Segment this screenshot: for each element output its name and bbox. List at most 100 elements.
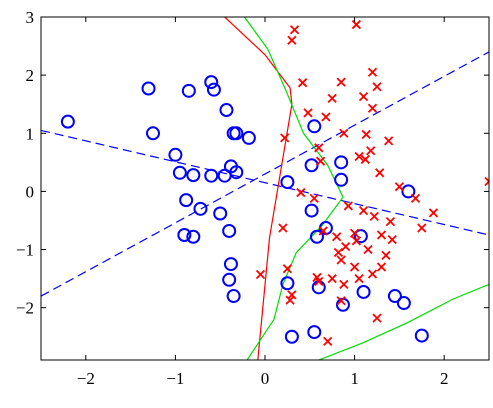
circle-point xyxy=(280,276,295,291)
x-point xyxy=(287,290,297,300)
y-tick-label: 1 xyxy=(26,124,35,143)
x-point xyxy=(351,236,362,246)
x-point xyxy=(255,269,266,280)
x-point xyxy=(349,228,360,238)
x-tick-label: 0 xyxy=(261,369,270,388)
circle-point xyxy=(222,223,237,238)
circle-point xyxy=(334,155,349,170)
x-point xyxy=(354,273,364,284)
circle-point xyxy=(222,272,237,287)
x-point xyxy=(372,82,382,92)
x-point xyxy=(280,133,290,143)
x-point xyxy=(296,187,306,198)
x-point xyxy=(394,182,405,192)
circle-point xyxy=(401,184,416,199)
y-tick-label: 0 xyxy=(26,182,35,201)
circle-point xyxy=(204,75,219,90)
decision-boundaries xyxy=(41,17,489,360)
circle-point xyxy=(177,228,192,243)
x-point xyxy=(341,241,351,252)
circle-point xyxy=(387,289,402,304)
plot-background xyxy=(41,17,489,360)
x-point xyxy=(327,273,337,284)
x-point xyxy=(369,211,379,222)
circle-point xyxy=(141,81,156,96)
x-point xyxy=(484,176,489,187)
x-point xyxy=(289,25,300,35)
circle-point xyxy=(304,203,319,218)
x-point xyxy=(366,146,376,156)
circle-point xyxy=(186,168,201,183)
x-point xyxy=(384,136,394,146)
circle-point xyxy=(284,329,299,344)
x-point xyxy=(343,201,353,211)
x-point xyxy=(367,269,378,279)
circle-point xyxy=(219,103,234,118)
x-point xyxy=(387,235,397,245)
x-point xyxy=(376,230,387,240)
x-point xyxy=(358,92,369,102)
boundary-curve-2 xyxy=(224,17,293,360)
x-point xyxy=(315,156,326,166)
circle-point xyxy=(60,114,75,129)
y-tick-label: −2 xyxy=(16,299,34,318)
x-point xyxy=(354,151,364,162)
axes: −2 −1 0 1 2 −2 −1 0 1 2 3 xyxy=(16,8,489,388)
circle-point xyxy=(241,130,256,145)
x-point xyxy=(381,250,391,260)
circle-point xyxy=(280,175,295,190)
circle-point xyxy=(204,168,219,183)
x-point xyxy=(333,247,344,258)
x-point xyxy=(327,93,337,104)
y-tick-label: 2 xyxy=(26,66,35,85)
x-point xyxy=(367,67,378,77)
circle-point xyxy=(396,296,411,311)
boundary-curve-4 xyxy=(318,283,489,360)
x-point xyxy=(372,313,382,323)
x-point xyxy=(339,128,349,138)
circle-point xyxy=(181,83,196,98)
circle-point xyxy=(226,289,241,304)
x-point xyxy=(358,205,369,216)
data-points xyxy=(60,19,489,347)
x-point xyxy=(285,295,295,305)
circle-point xyxy=(309,229,324,244)
x-point xyxy=(351,19,362,30)
x-point xyxy=(332,232,342,242)
y-tick-label: −1 xyxy=(16,241,34,260)
x-point xyxy=(417,223,427,233)
circle-point xyxy=(414,328,429,343)
x-tick-label: −1 xyxy=(166,369,184,388)
x-point xyxy=(385,217,396,227)
x-point xyxy=(339,279,349,290)
x-point xyxy=(321,112,331,122)
x-tick-label: 2 xyxy=(440,369,449,388)
circle-point xyxy=(356,284,371,299)
x-point xyxy=(349,262,360,272)
circle-point xyxy=(213,206,228,221)
circle-point xyxy=(223,257,238,272)
circle-point xyxy=(186,229,201,244)
x-point xyxy=(303,108,313,118)
circle-point xyxy=(353,229,368,244)
circle-point xyxy=(217,168,232,183)
x-point xyxy=(323,336,333,347)
x-point xyxy=(363,244,373,255)
x-point xyxy=(360,154,370,165)
circle-point xyxy=(146,126,160,141)
circle-point xyxy=(229,126,244,141)
x-point xyxy=(282,264,293,274)
x-point xyxy=(361,129,371,140)
x-point xyxy=(336,255,346,265)
y-tick-label: 3 xyxy=(26,8,35,27)
x-point xyxy=(367,103,378,113)
x-point xyxy=(336,77,346,87)
boundary-curve-0 xyxy=(41,51,489,297)
circle-point xyxy=(206,82,221,97)
x-point xyxy=(376,262,387,272)
x-point xyxy=(287,35,297,45)
circle-point xyxy=(307,119,322,134)
x-point xyxy=(314,143,324,153)
x-tick-label: −2 xyxy=(77,369,95,388)
